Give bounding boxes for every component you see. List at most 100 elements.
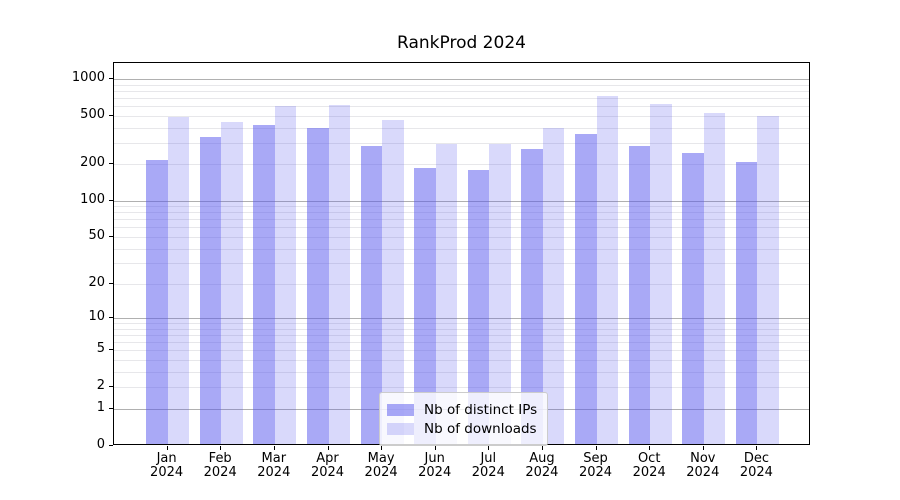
x-tick: [434, 446, 436, 450]
legend: Nb of distinct IPs Nb of downloads: [379, 392, 548, 446]
x-tick: [220, 446, 222, 450]
bar-ips-oct: [628, 145, 651, 444]
x-tick: [541, 446, 543, 450]
x-tick: [702, 446, 704, 450]
minor-gridline: [114, 212, 809, 214]
y-tick-label-500: 500: [80, 106, 105, 122]
minor-gridline: [114, 387, 809, 389]
major-gridline: [114, 79, 809, 80]
bar-ips-nov: [682, 152, 704, 444]
bar-ips-mar: [253, 125, 275, 444]
minor-gridline: [114, 360, 809, 362]
minor-gridline: [114, 219, 809, 221]
bar-downloads-jul: [489, 143, 511, 444]
minor-gridline: [114, 372, 809, 373]
minor-gridline: [114, 127, 809, 129]
y-tick-label-2: 2: [96, 378, 105, 394]
bar-downloads-apr: [328, 104, 350, 444]
x-tick-label-jan: Jan 2024: [150, 451, 184, 480]
bar-downloads-may: [382, 119, 404, 444]
x-tick-label-may: May 2024: [364, 451, 398, 480]
y-tick: [109, 407, 113, 409]
x-tick-label-jul: Jul 2024: [471, 451, 505, 480]
bar-ips-may: [360, 146, 383, 444]
y-tick: [109, 235, 113, 237]
minor-gridline: [114, 227, 809, 229]
y-tick: [109, 199, 113, 201]
minor-gridline: [114, 328, 809, 330]
minor-gridline: [114, 115, 809, 117]
bar-downloads-jan: [167, 116, 190, 444]
x-tick: [488, 446, 490, 450]
x-tick-label-dec: Dec 2024: [739, 451, 773, 480]
y-tick-label-50: 50: [88, 227, 105, 243]
major-gridline: [114, 200, 809, 202]
x-tick: [381, 446, 383, 450]
y-tick-label-10: 10: [88, 309, 105, 325]
bar-ips-apr: [307, 128, 329, 444]
legend-label-downloads: Nb of downloads: [424, 420, 537, 437]
y-tick: [109, 444, 113, 446]
x-tick: [327, 446, 329, 450]
minor-gridline: [114, 206, 809, 208]
minor-gridline: [114, 164, 809, 166]
minor-gridline: [114, 342, 809, 344]
x-tick-label-oct: Oct 2024: [632, 451, 666, 480]
y-tick-label-1: 1: [96, 399, 105, 415]
y-tick: [109, 114, 113, 116]
x-tick-label-feb: Feb 2024: [203, 451, 237, 480]
y-tick: [109, 163, 113, 165]
minor-gridline: [114, 263, 809, 265]
legend-item-downloads: Nb of downloads: [387, 420, 538, 437]
x-tick-label-nov: Nov 2024: [686, 451, 720, 480]
x-tick-label-sep: Sep 2024: [578, 451, 613, 480]
x-tick-label-aug: Aug 2024: [525, 451, 559, 480]
y-tick: [109, 349, 113, 351]
legend-swatch-downloads: [387, 422, 414, 435]
y-tick-label-1000: 1000: [71, 70, 105, 85]
plot-area: Nb of distinct IPs Nb of downloads: [113, 62, 810, 446]
y-tick: [109, 283, 113, 284]
legend-swatch-ips: [387, 403, 414, 416]
y-tick: [109, 386, 113, 388]
bar-ips-sep: [575, 133, 597, 444]
y-tick-label-20: 20: [88, 275, 105, 290]
x-tick: [756, 446, 758, 450]
bar-ips-feb: [199, 137, 222, 444]
minor-gridline: [114, 323, 809, 325]
x-tick-label-mar: Mar 2024: [257, 451, 291, 480]
x-tick-label-jun: Jun 2024: [418, 451, 452, 480]
legend-label-ips: Nb of distinct IPs: [424, 401, 538, 418]
minor-gridline: [114, 84, 809, 86]
x-tick: [166, 446, 168, 450]
bar-downloads-aug: [542, 128, 565, 444]
minor-gridline: [114, 106, 809, 108]
y-tick-label-0: 0: [96, 436, 105, 452]
x-tick-label-apr: Apr 2024: [310, 451, 345, 480]
minor-gridline: [114, 248, 809, 250]
y-tick-label-200: 200: [80, 155, 105, 171]
major-gridline: [114, 318, 809, 320]
minor-gridline: [114, 350, 809, 352]
bar-ips-jul: [467, 170, 490, 444]
minor-gridline: [114, 90, 809, 92]
y-tick-label-100: 100: [80, 191, 105, 207]
bar-ips-jun: [414, 167, 436, 444]
y-tick: [109, 78, 113, 79]
minor-gridline: [114, 284, 809, 285]
legend-item-distinct-ips: Nb of distinct IPs: [387, 401, 538, 418]
x-tick: [595, 446, 597, 450]
bar-downloads-sep: [596, 96, 618, 444]
bar-downloads-nov: [703, 113, 726, 444]
bar-downloads-jun: [435, 143, 458, 444]
y-tick-label-5: 5: [96, 341, 105, 357]
y-tick: [109, 317, 113, 319]
minor-gridline: [114, 97, 809, 99]
x-tick: [273, 446, 275, 450]
bar-downloads-oct: [650, 104, 672, 444]
bar-downloads-dec: [757, 116, 779, 444]
minor-gridline: [114, 236, 809, 238]
minor-gridline: [114, 142, 809, 144]
bar-ips-aug: [521, 149, 543, 444]
